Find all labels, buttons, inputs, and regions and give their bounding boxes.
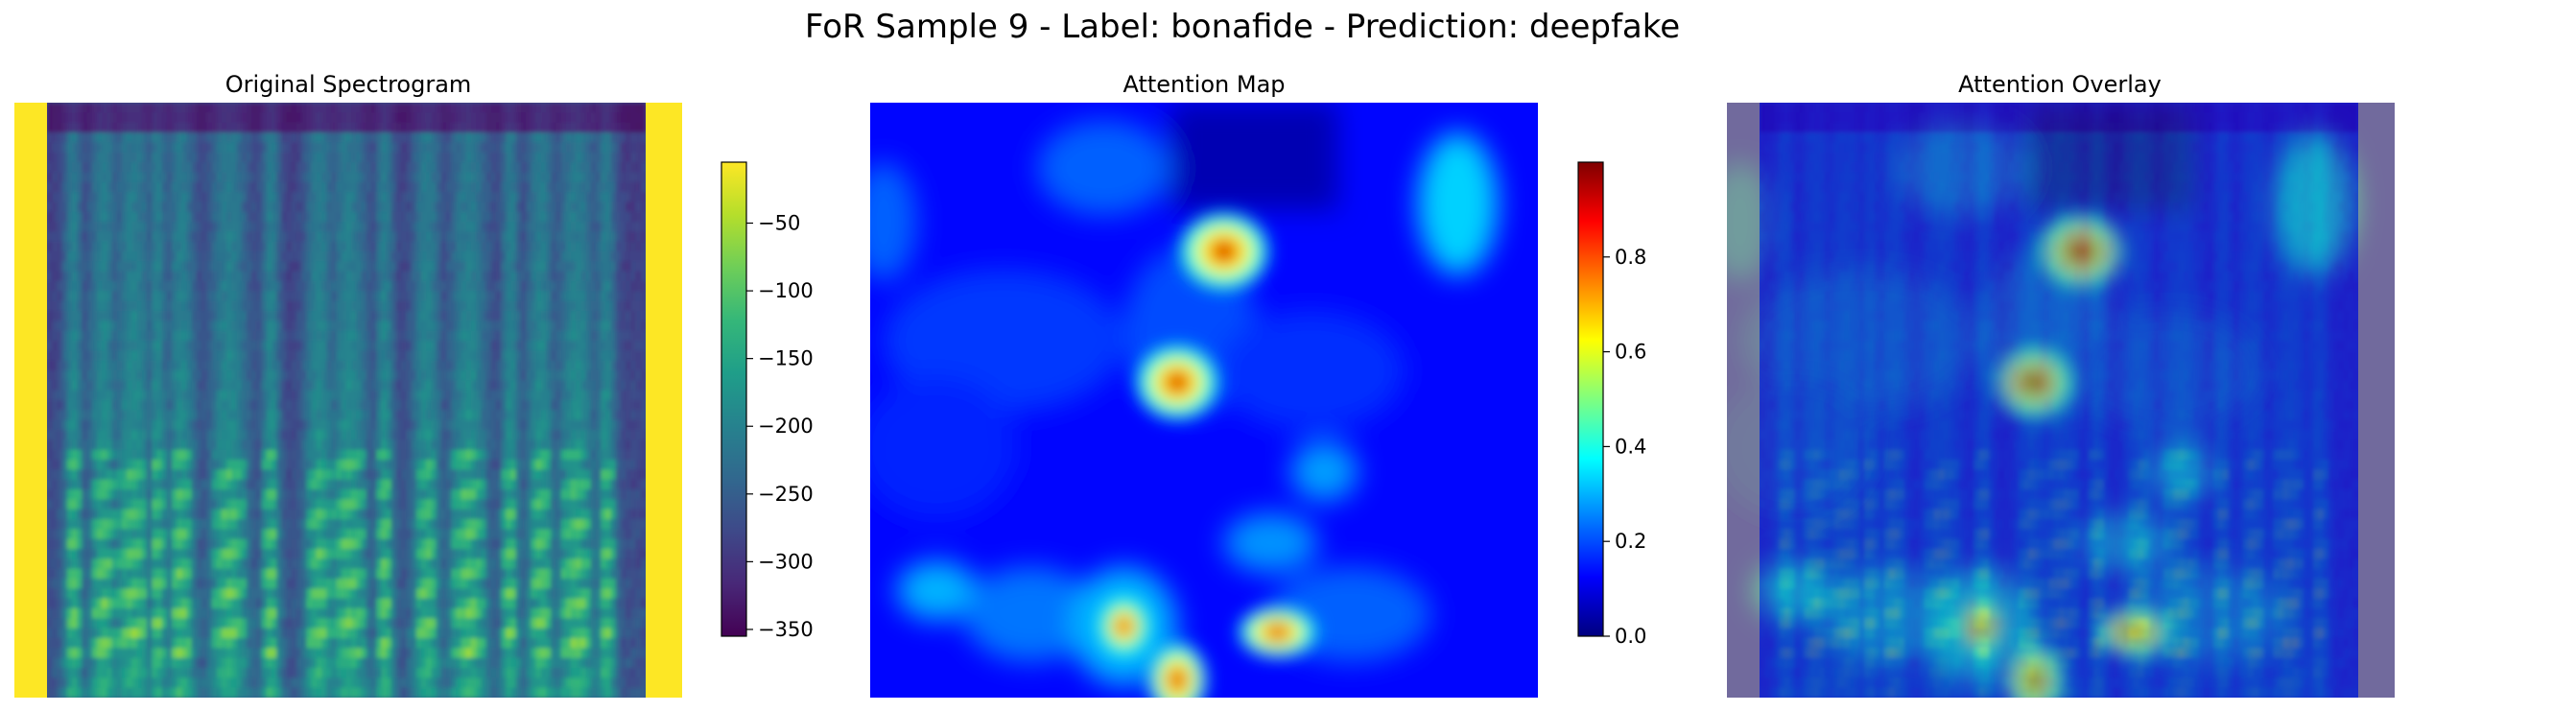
attention-map-image xyxy=(850,103,1538,712)
attention-colorbar-tick-label: 0.0 xyxy=(1615,625,1646,648)
attention-colorbar-bar xyxy=(1577,161,1604,637)
attention-colorbar: 0.0 0.2 0.4 0.6 0.8 xyxy=(1577,161,1646,648)
spectrogram-colorbar-tick-label: −250 xyxy=(758,483,814,506)
spectrogram-colorbar-tick-label: −350 xyxy=(758,618,814,641)
overlay-image xyxy=(1707,103,2395,712)
attention-colorbar-tick-label: 0.4 xyxy=(1615,435,1646,458)
overlay-panel: Attention Overlay xyxy=(1707,71,2395,712)
spectrogram-colorbar-tick-label: −100 xyxy=(758,279,814,302)
attention-map-panel: Attention Map 0.0 0.2 0.4 0.6 0.8 xyxy=(850,71,1646,712)
figure-suptitle: FoR Sample 9 - Label: bonafide - Predict… xyxy=(805,8,1680,46)
spectrogram-colorbar-tick-label: −300 xyxy=(758,550,814,573)
attention-colorbar-tick-label: 0.8 xyxy=(1615,246,1646,269)
spectrogram-image xyxy=(14,103,682,699)
overlay-attention-layer xyxy=(1707,103,2395,712)
spectrogram-colorbar-ticks: −50 −100 −150 −200 −250 −300 −350 xyxy=(746,212,814,641)
spectrogram-colorbar-tick-label: −50 xyxy=(758,212,800,235)
attention-colorbar-tick-label: 0.2 xyxy=(1615,530,1646,553)
spectrogram-colorbar: −50 −100 −150 −200 −250 −300 −350 xyxy=(721,161,814,641)
attention-map-title: Attention Map xyxy=(1123,71,1285,98)
spectrogram-panel: Original Spectrogram −50 −100 −150 −200 −250… xyxy=(14,71,814,699)
attention-colorbar-tick-label: 0.6 xyxy=(1615,341,1646,364)
spectrogram-colorbar-bar xyxy=(721,161,747,637)
overlay-title: Attention Overlay xyxy=(1958,71,2162,98)
spectrogram-colorbar-tick-label: −150 xyxy=(758,347,814,370)
spectrogram-title: Original Spectrogram xyxy=(225,71,472,98)
spectrogram-colorbar-tick-label: −200 xyxy=(758,415,814,438)
attention-colorbar-ticks: 0.0 0.2 0.4 0.6 0.8 xyxy=(1603,246,1646,648)
